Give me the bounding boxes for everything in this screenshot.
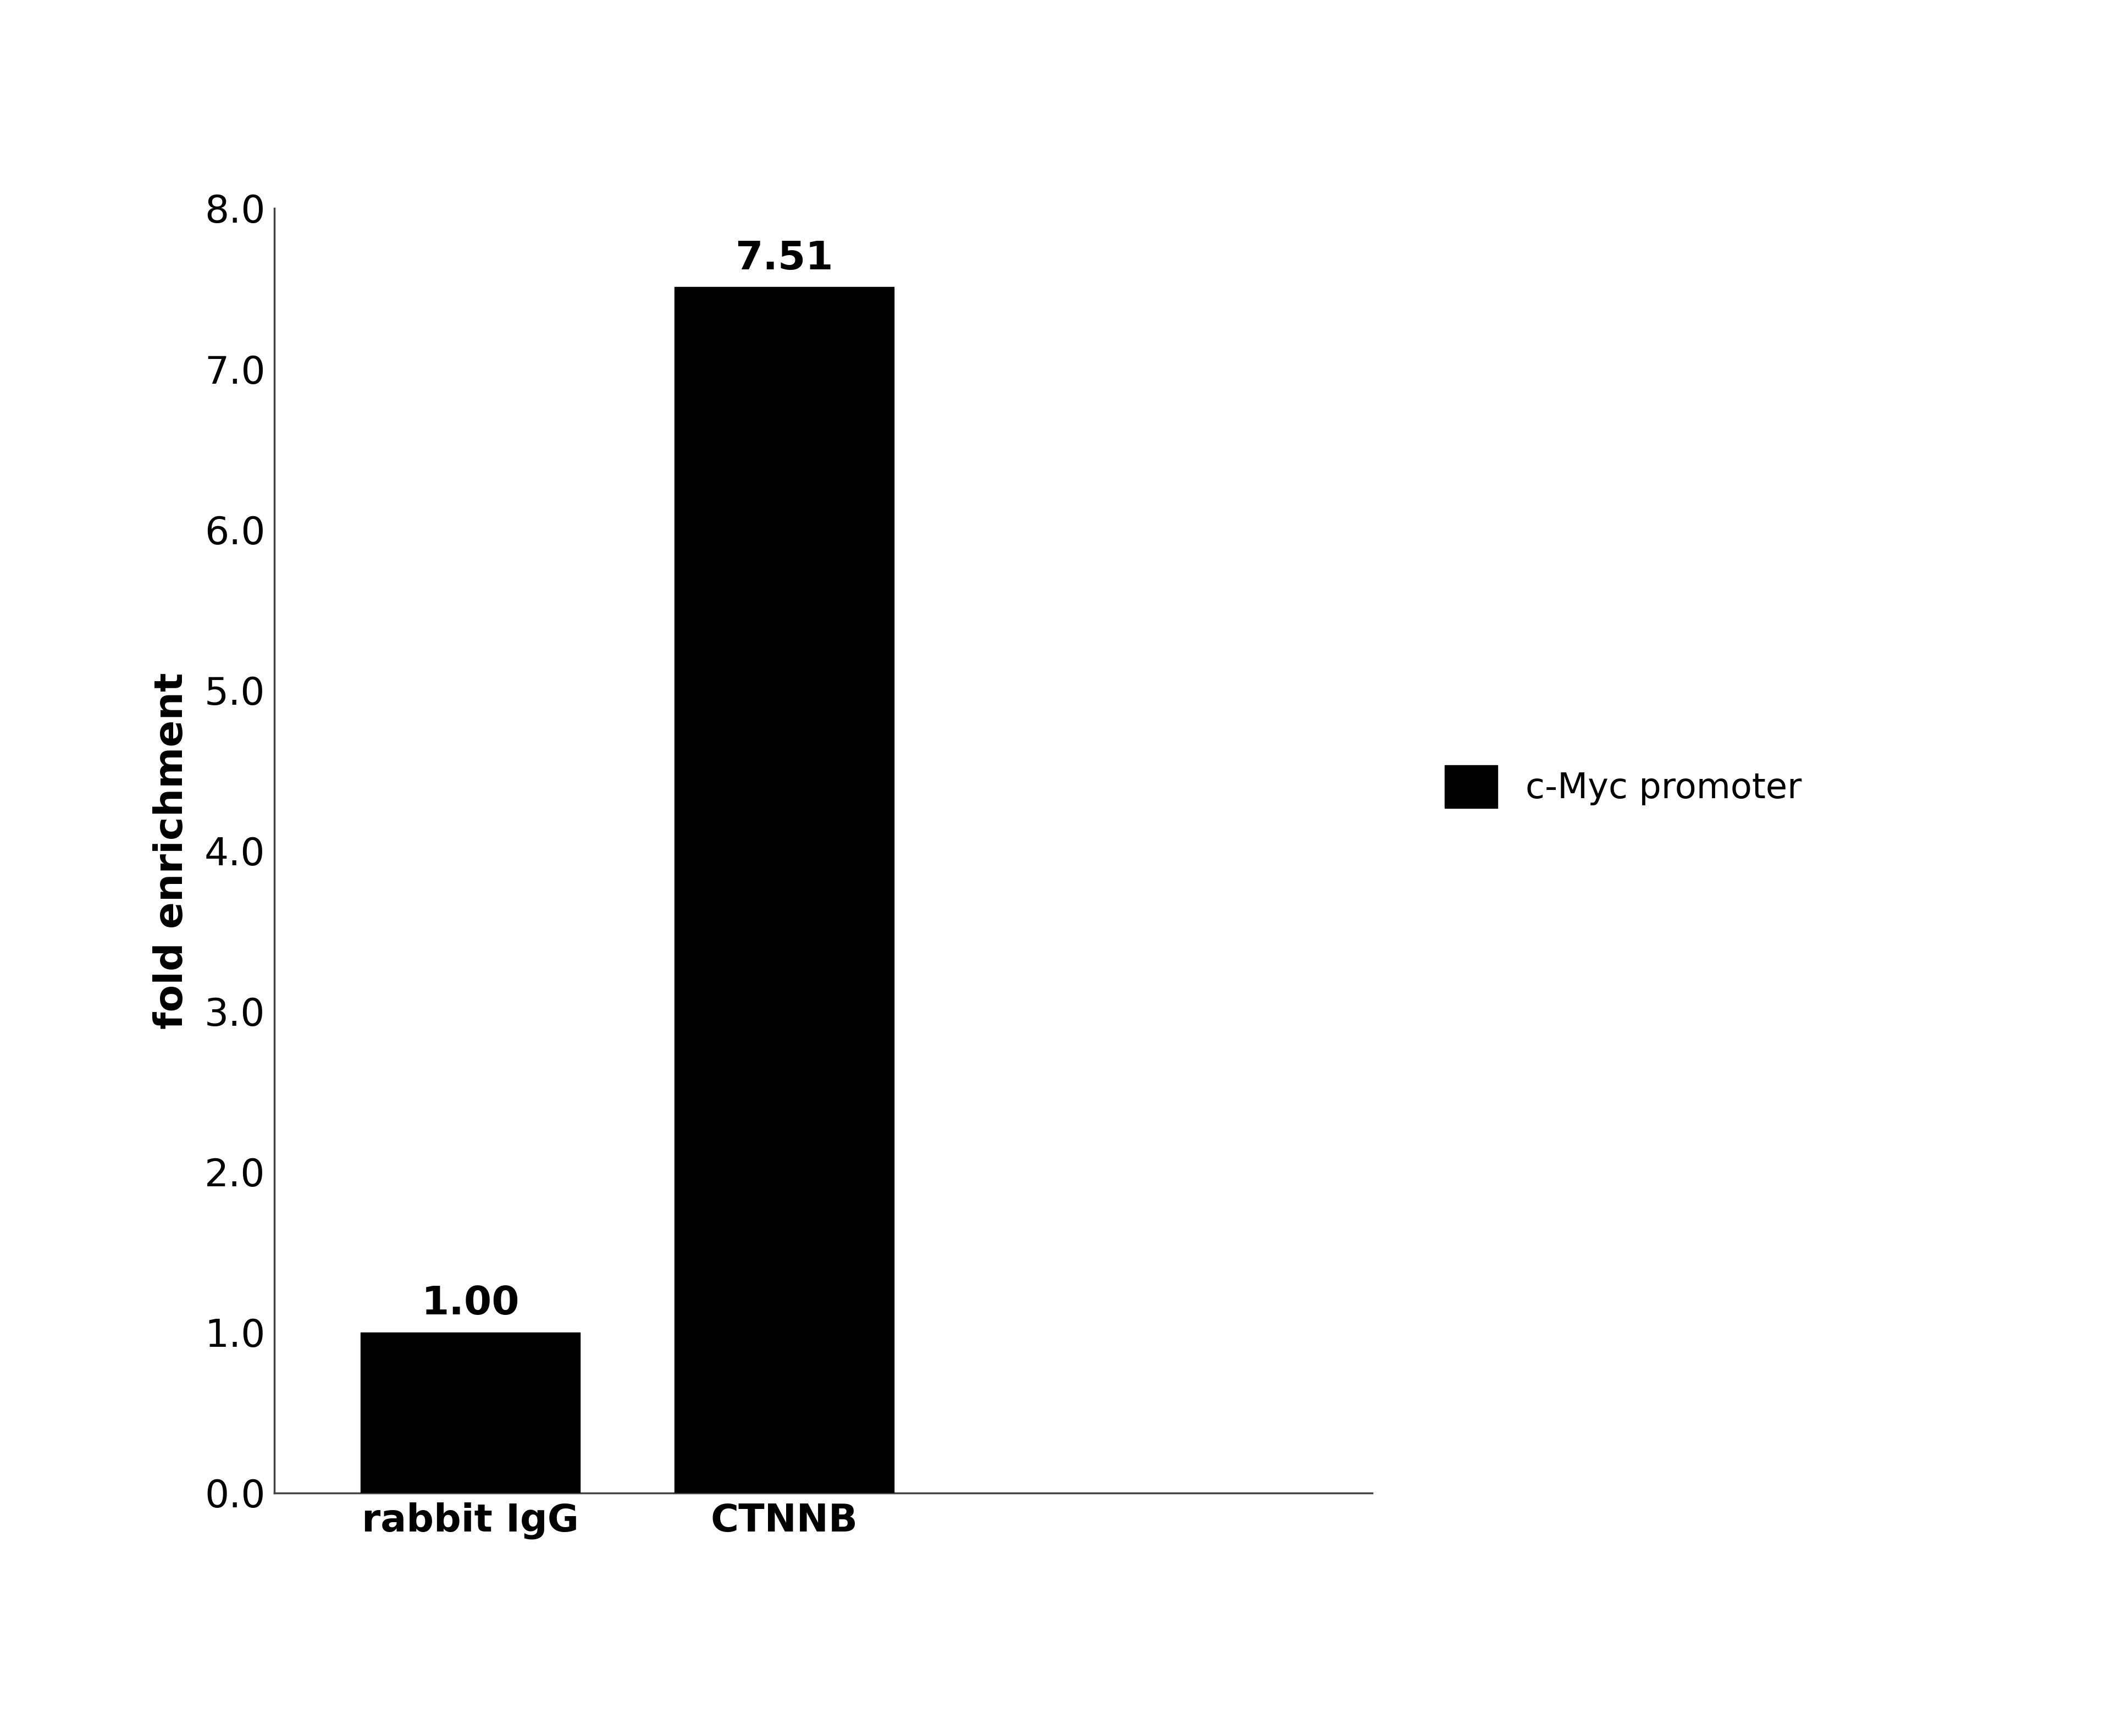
Text: 1.00: 1.00 bbox=[422, 1285, 519, 1323]
Text: 7.51: 7.51 bbox=[735, 240, 834, 278]
Bar bbox=[673, 286, 893, 1493]
Bar bbox=[361, 1333, 581, 1493]
Legend: c-Myc promoter: c-Myc promoter bbox=[1444, 766, 1801, 807]
Y-axis label: fold enrichment: fold enrichment bbox=[152, 672, 190, 1029]
